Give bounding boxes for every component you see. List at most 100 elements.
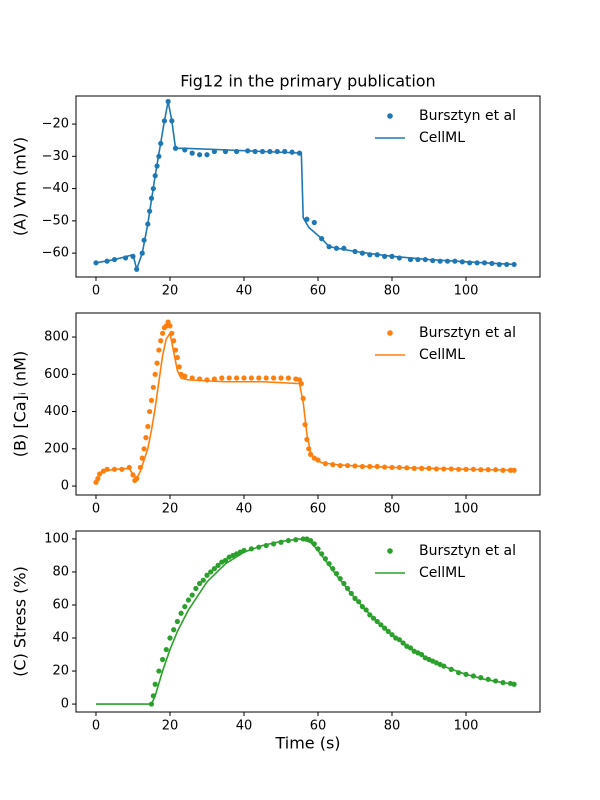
y-tick-label: −20 [42,117,69,132]
data-point [171,627,177,633]
data-point [285,375,291,381]
x-tick-label: 40 [236,502,253,517]
x-tick-label: 100 [454,284,479,299]
x-tick-label: 80 [384,284,401,299]
x-tick-label: 40 [236,719,253,734]
data-point [222,557,229,563]
data-point [147,408,153,415]
y-tick-label: 800 [44,330,69,345]
y-tick-label: 100 [44,531,69,546]
data-point [196,580,203,587]
data-point [196,152,203,158]
y-tick-label: 60 [52,597,69,612]
y-axis-label: (A) Vm (mV) [11,137,30,236]
legend-label: Bursztyn et al [419,543,516,559]
chart-title: Fig12 in the primary publication [180,72,435,91]
y-tick-label: 80 [52,564,69,579]
y-tick-label: −50 [42,213,69,228]
data-point [204,152,210,158]
legend-label: CellML [419,565,465,581]
data-point [226,375,232,381]
data-point [278,375,284,381]
legend-marker [387,548,393,554]
y-tick-label: −40 [42,181,69,196]
data-point [176,364,182,370]
x-tick-label: 0 [92,502,100,517]
data-point [208,569,214,575]
data-point [204,572,210,578]
x-tick-label: 20 [162,284,179,299]
data-point [158,338,164,344]
data-point [263,375,269,381]
data-point [215,562,221,568]
y-tick-label: 0 [61,697,69,712]
y-tick-label: 40 [52,631,69,646]
data-point [200,577,206,583]
axes-frame [75,530,541,713]
y-tick-label: −30 [42,149,69,164]
data-point [145,423,151,430]
x-axis-label: Time (s) [274,734,340,753]
data-point [159,656,166,663]
y-tick-label: 20 [52,664,69,679]
x-tick-label: 20 [162,719,179,734]
data-point [182,604,188,610]
x-tick-label: 60 [310,284,327,299]
data-point [189,150,195,156]
data-point [167,635,173,641]
y-tick-label: 0 [61,479,69,494]
x-tick-label: 40 [236,284,253,299]
y-axis-label: (C) Stress (%) [11,566,30,677]
x-tick-label: 80 [384,502,401,517]
data-point [156,668,162,674]
y-tick-label: −60 [42,246,69,261]
x-tick-label: 80 [384,719,401,734]
data-point [150,384,156,390]
data-point [159,330,166,336]
legend-label: Bursztyn et al [419,325,516,341]
data-point [282,148,288,155]
data-point [311,219,317,226]
legend-label: CellML [419,347,465,363]
data-point [193,585,199,592]
data-point [148,397,155,403]
legend-marker [387,113,393,119]
x-tick-label: 20 [162,502,179,517]
data-point [143,435,149,441]
x-tick-label: 60 [310,502,327,517]
data-point [185,597,192,603]
data-line [95,538,515,705]
data-line [95,101,515,273]
x-tick-label: 100 [454,502,479,517]
axes-frame [75,95,541,278]
data-point [156,347,162,353]
data-point [163,646,169,653]
x-tick-label: 100 [454,719,479,734]
data-point [174,618,180,625]
data-point [182,373,188,379]
data-point [211,376,217,382]
legend-label: CellML [419,130,465,146]
y-axis-label: (B) [Ca]ᵢ (nM) [11,351,30,457]
data-point [211,566,217,572]
y-tick-label: 200 [44,441,69,456]
data-line [95,331,515,480]
data-point [241,375,247,381]
data-point [167,323,173,329]
data-point [248,375,254,381]
y-tick-label: 400 [44,404,69,419]
legend-label: Bursztyn et al [419,108,516,124]
legend-marker [387,330,393,336]
data-point [189,592,195,598]
data-point [256,375,262,381]
data-point [152,681,158,687]
x-tick-label: 0 [92,284,100,299]
x-tick-label: 0 [92,719,100,734]
data-point [178,610,184,616]
data-point [270,375,277,381]
data-point [154,360,160,366]
data-point [174,354,180,361]
data-point [141,446,147,452]
data-point [152,371,158,377]
